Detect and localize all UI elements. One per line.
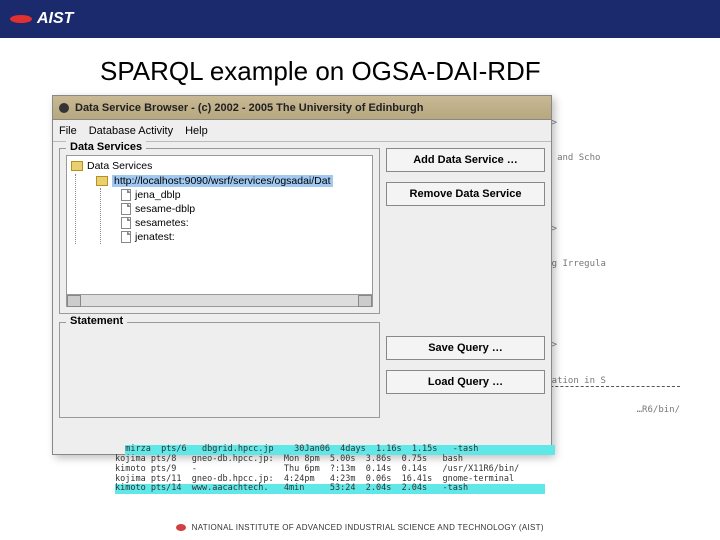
add-data-service-button[interactable]: Add Data Service …	[386, 148, 545, 172]
folder-icon	[96, 176, 108, 186]
folder-icon	[71, 161, 83, 171]
tree-item-label: jena_dblp	[135, 189, 181, 201]
menubar: File Database Activity Help	[53, 120, 551, 142]
save-query-button[interactable]: Save Query …	[386, 336, 545, 360]
tree-item-sesame-dblp[interactable]: sesame-dblp	[119, 202, 370, 216]
group-label-data-services: Data Services	[66, 141, 146, 153]
tree-item-label: sesametes:	[135, 217, 189, 229]
tree-item-label: sesame-dblp	[135, 203, 195, 215]
data-services-tree[interactable]: Data Services http://localhost:9090/wsrf…	[66, 155, 373, 295]
footer: NATIONAL INSTITUTE OF ADVANCED INDUSTRIA…	[0, 523, 720, 532]
file-icon	[121, 203, 131, 215]
right-column: Add Data Service … Remove Data Service S…	[386, 142, 551, 452]
bg-line: tle'>	[530, 118, 710, 130]
org-header-bar: AIST	[0, 0, 720, 38]
bg-path-line: …R6/bin/	[637, 405, 680, 415]
slide-title: SPARQL example on OGSA-DAI-RDF	[0, 38, 720, 95]
bg-line: tle'>	[530, 224, 710, 236]
aist-logo: AIST	[10, 10, 73, 28]
window-content: Data Services Data Services http://local…	[53, 142, 551, 452]
dashed-divider	[530, 386, 680, 387]
main-area: tle'> logy and Scho tle'> mming Irregula…	[0, 95, 720, 475]
footer-text: NATIONAL INSTITUTE OF ADVANCED INDUSTRIA…	[192, 523, 544, 532]
horizontal-scrollbar[interactable]	[66, 295, 373, 307]
bg-line: tle'>	[530, 340, 710, 352]
aist-footer-icon	[176, 524, 186, 531]
aist-swoosh-icon	[10, 12, 32, 26]
file-icon	[121, 231, 131, 243]
window-titlebar[interactable]: Data Service Browser - (c) 2002 - 2005 T…	[53, 96, 551, 120]
file-icon	[121, 217, 131, 229]
aist-logo-text: AIST	[37, 10, 73, 28]
data-services-group: Data Services Data Services http://local…	[59, 148, 380, 314]
remove-data-service-button[interactable]: Remove Data Service	[386, 182, 545, 206]
tree-service-url[interactable]: http://localhost:9090/wsrf/services/ogsa…	[94, 174, 370, 188]
menu-database-activity[interactable]: Database Activity	[89, 125, 173, 137]
app-icon	[59, 103, 69, 113]
bg-line: logy and Scho	[530, 153, 710, 165]
button-spacer	[386, 216, 545, 330]
load-query-button[interactable]: Load Query …	[386, 370, 545, 394]
window-title-text: Data Service Browser - (c) 2002 - 2005 T…	[75, 102, 423, 114]
tree-root-label: Data Services	[87, 160, 152, 172]
menu-file[interactable]: File	[59, 125, 77, 137]
menu-help[interactable]: Help	[185, 125, 208, 137]
bg-line: mming Irregula	[530, 259, 710, 271]
statement-group: Statement	[59, 322, 380, 418]
terminal-process-list: mirza pts/6 dbgrid.hpcc.jp 30Jan06 4days…	[115, 436, 605, 504]
data-service-browser-window: Data Service Browser - (c) 2002 - 2005 T…	[52, 95, 552, 455]
group-label-statement: Statement	[66, 315, 127, 327]
tree-item-jenatest[interactable]: jenatest:	[119, 230, 370, 244]
file-icon	[121, 189, 131, 201]
tree-root[interactable]: Data Services	[69, 158, 370, 174]
tree-item-jena-dblp[interactable]: jena_dblp	[119, 188, 370, 202]
tree-item-sesametes[interactable]: sesametes:	[119, 216, 370, 230]
tree-url-label: http://localhost:9090/wsrf/services/ogsa…	[112, 175, 333, 187]
tree-item-label: jenatest:	[135, 231, 175, 243]
left-column: Data Services Data Services http://local…	[53, 142, 386, 452]
background-code-snippet: tle'> logy and Scho tle'> mming Irregula…	[530, 95, 710, 411]
